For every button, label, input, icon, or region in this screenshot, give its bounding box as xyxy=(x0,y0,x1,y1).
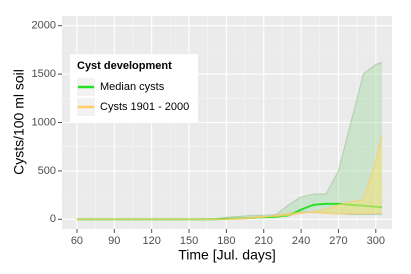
y-tick-label: 0 xyxy=(50,213,56,225)
y-tick-label: 1500 xyxy=(32,68,56,80)
series-band-edge xyxy=(76,211,383,220)
x-tick-label: 90 xyxy=(108,235,120,247)
y-tick-label: 2000 xyxy=(32,20,56,32)
x-tick-label: 150 xyxy=(180,235,198,247)
x-tick-label: 240 xyxy=(292,235,310,247)
y-tick-label: 1000 xyxy=(32,116,56,128)
legend-label: Cysts 1901 - 2000 xyxy=(100,101,189,113)
x-tick-label: 300 xyxy=(367,235,385,247)
series-band xyxy=(76,136,383,220)
x-tick-label: 120 xyxy=(142,235,160,247)
x-tick-label: 270 xyxy=(329,235,347,247)
x-axis-title: Time [Jul. days] xyxy=(178,247,276,263)
x-tick-label: 60 xyxy=(71,235,83,247)
x-tick-label: 210 xyxy=(255,235,273,247)
legend-label: Median cysts xyxy=(100,81,165,93)
x-tick-label: 180 xyxy=(217,235,235,247)
legend-title: Cyst development xyxy=(77,60,172,72)
y-tick-label: 500 xyxy=(38,165,56,177)
y-axis-title: Cysts/100 ml soil xyxy=(11,69,27,175)
